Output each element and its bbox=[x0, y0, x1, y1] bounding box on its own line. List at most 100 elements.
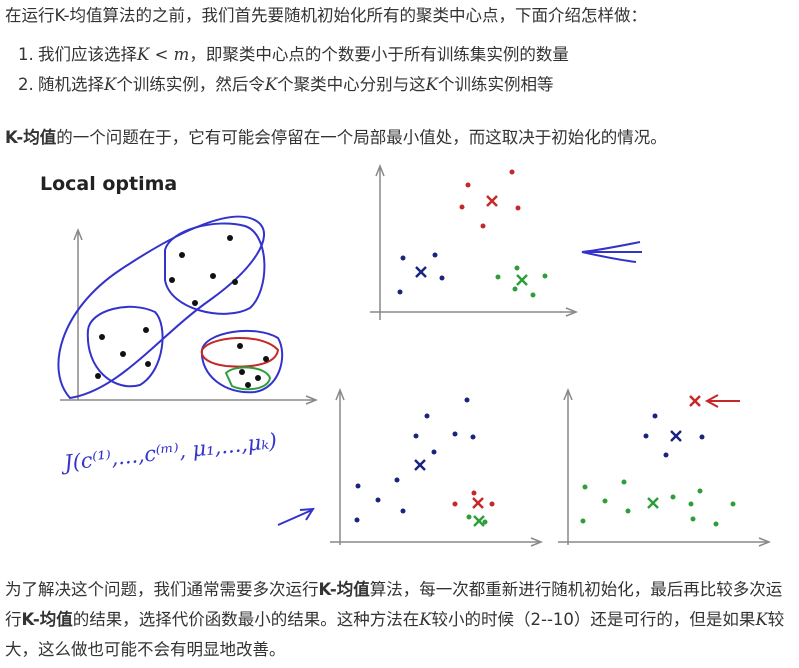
data-point bbox=[697, 488, 703, 494]
data-point bbox=[394, 477, 400, 483]
math-lt: < bbox=[149, 45, 174, 64]
data-point bbox=[400, 508, 406, 514]
panel-top-right bbox=[370, 163, 642, 320]
kmeans-bold: K-均值 bbox=[5, 128, 57, 147]
solution-text: 为了解决这个问题，我们通常需要多次运行 bbox=[5, 580, 319, 599]
step-number: 2. bbox=[18, 75, 34, 94]
x-axis-arrow bbox=[530, 537, 544, 547]
data-point bbox=[413, 433, 419, 439]
problem-text: 的一个问题在于，它有可能会停留在一个局部最小值处，而这取决于初始化的情况。 bbox=[56, 128, 667, 147]
data-point bbox=[464, 397, 470, 403]
blue-centroid bbox=[415, 266, 427, 278]
data-point bbox=[690, 516, 696, 522]
red-centroid bbox=[472, 497, 484, 509]
data-point bbox=[255, 375, 261, 381]
data-point bbox=[99, 334, 105, 340]
data-point bbox=[354, 517, 360, 523]
intro-paragraph: 在运行K-均值算法的之前，我们首先要随机初始化所有的聚类中心点，下面介绍怎样做： bbox=[5, 6, 648, 25]
lower-cluster-loop bbox=[86, 305, 164, 388]
data-point bbox=[459, 204, 465, 210]
green-centroid bbox=[647, 497, 659, 509]
data-point bbox=[431, 449, 437, 455]
step-1: 1. 我们应该选择K < m，即聚类中心点的个数要小于所有训练集实例的数量 bbox=[18, 40, 569, 70]
upper-cluster-loop bbox=[164, 222, 266, 315]
data-point bbox=[480, 223, 486, 229]
math-m: m bbox=[173, 45, 190, 64]
data-point bbox=[192, 300, 198, 306]
step-number: 1. bbox=[18, 45, 34, 64]
red-centroid bbox=[486, 195, 498, 207]
data-point bbox=[210, 273, 216, 279]
data-point bbox=[470, 434, 476, 440]
step-text: 我们应该选择 bbox=[38, 45, 137, 64]
y-axis-arrow bbox=[563, 387, 573, 401]
data-point bbox=[699, 434, 705, 440]
solution-text: 的结果，选择代价函数最小的结果。这种方法在 bbox=[72, 610, 420, 629]
red-points bbox=[452, 490, 495, 507]
solution-text: 较小的时候（2--10）还是可行的，但是如果 bbox=[431, 610, 756, 629]
data-point bbox=[582, 484, 588, 490]
data-point bbox=[375, 497, 381, 503]
step-text: 随机选择 bbox=[38, 75, 104, 94]
blue-points bbox=[643, 413, 705, 458]
math-k: K bbox=[104, 75, 117, 94]
data-point bbox=[263, 356, 269, 362]
data-point bbox=[465, 182, 471, 188]
panel-bottom-middle bbox=[330, 387, 544, 547]
data-point bbox=[621, 479, 627, 485]
y-axis-arrow bbox=[73, 227, 83, 241]
math-k: K bbox=[137, 45, 150, 64]
data-point bbox=[145, 361, 151, 367]
math-k: K bbox=[755, 610, 768, 629]
data-point bbox=[466, 514, 472, 520]
data-point bbox=[512, 286, 518, 292]
main-points bbox=[95, 235, 269, 388]
red-centroid bbox=[689, 395, 701, 407]
red-arrow-head bbox=[704, 394, 719, 408]
data-point bbox=[580, 518, 586, 524]
step-text: 个聚类中心分别与这 bbox=[277, 75, 426, 94]
step-text: ，即聚类中心点的个数要小于所有训练集实例的数量 bbox=[189, 45, 569, 64]
right-cluster-loop bbox=[200, 329, 284, 394]
data-point bbox=[670, 494, 676, 500]
data-point bbox=[482, 519, 488, 525]
data-point bbox=[514, 265, 520, 271]
data-point bbox=[439, 275, 445, 281]
step-text: 个训练实例相等 bbox=[437, 75, 554, 94]
green-centroid bbox=[473, 515, 485, 527]
solution-paragraph: 为了解决这个问题，我们通常需要多次运行K-均值算法，每一次都重新进行随机初始化，… bbox=[5, 575, 795, 665]
data-point bbox=[239, 369, 245, 375]
panel-main bbox=[57, 215, 319, 405]
problem-paragraph: K-均值的一个问题在于，它有可能会停留在一个局部最小值处，而这取决于初始化的情况… bbox=[5, 122, 667, 153]
data-point bbox=[625, 508, 631, 514]
data-point bbox=[237, 343, 243, 349]
data-point bbox=[245, 382, 251, 388]
data-point bbox=[169, 277, 175, 283]
steps-list: 1. 我们应该选择K < m，即聚类中心点的个数要小于所有训练集实例的数量 2. 随… bbox=[18, 40, 569, 100]
data-point bbox=[452, 501, 458, 507]
data-point bbox=[509, 169, 515, 175]
data-point bbox=[432, 252, 438, 258]
data-point bbox=[452, 431, 458, 437]
red-points bbox=[459, 169, 521, 229]
green-points bbox=[495, 265, 548, 298]
data-point bbox=[120, 351, 126, 357]
data-point bbox=[95, 373, 101, 379]
figure-svg: Local optima bbox=[30, 160, 780, 568]
math-k: K bbox=[419, 610, 432, 629]
data-point bbox=[688, 501, 694, 507]
outer-cluster-loop bbox=[57, 215, 265, 400]
data-point bbox=[602, 498, 608, 504]
blue-points bbox=[354, 397, 476, 523]
data-point bbox=[515, 205, 521, 211]
data-point bbox=[179, 252, 185, 258]
figure-background bbox=[30, 160, 780, 568]
data-point bbox=[663, 452, 669, 458]
data-point bbox=[471, 490, 477, 496]
solution-text: 较大，这么做也可能不会有明显地改善。 bbox=[5, 610, 785, 659]
x-axis-arrow bbox=[305, 395, 319, 405]
data-point bbox=[489, 501, 495, 507]
blue-centroid bbox=[414, 459, 426, 471]
green-centroid bbox=[516, 274, 528, 286]
data-point bbox=[227, 235, 233, 241]
